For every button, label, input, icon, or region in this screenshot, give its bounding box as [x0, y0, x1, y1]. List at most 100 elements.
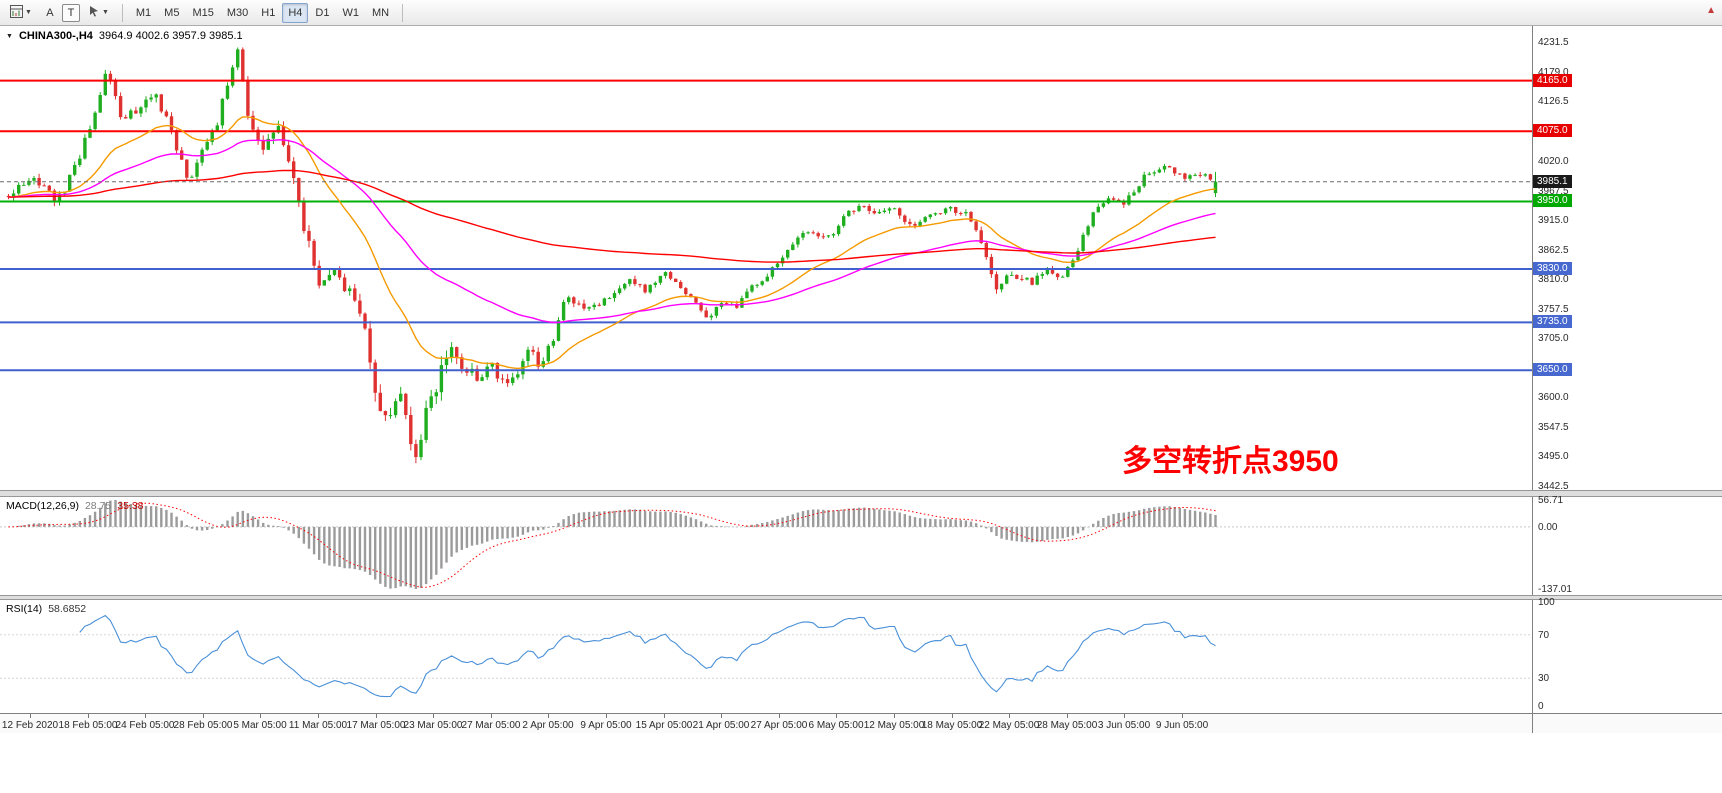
- rsi-axis-label: 100: [1538, 597, 1555, 608]
- rsi-axis-label: 70: [1538, 630, 1550, 641]
- macd-chart[interactable]: [0, 497, 1532, 595]
- cursor-icon: [88, 5, 100, 20]
- time-axis-label: 12 May 05:00: [863, 720, 925, 731]
- time-axis-tick: [260, 714, 261, 718]
- timeframe-button-m15[interactable]: M15: [192, 6, 214, 19]
- time-axis-tick: [1124, 714, 1125, 718]
- price-axis[interactable]: 4231.5 4179.0 4126.5 4020.0 3967.5 3915.0 3862…: [1532, 26, 1722, 492]
- rsi-axis-label: 30: [1538, 673, 1550, 684]
- chart-annotation: 多空转折点3950: [1122, 445, 1339, 478]
- price-tag-3950.0: 3950.0: [1533, 194, 1572, 207]
- alert-icon[interactable]: ▲: [1706, 5, 1716, 16]
- time-axis-tick: [433, 714, 434, 718]
- chart-window-icon: [10, 4, 23, 21]
- time-axis-label: 22 May 05:00: [978, 720, 1040, 731]
- timeframe-button-m1[interactable]: M1: [135, 6, 152, 19]
- collapse-arrow-icon[interactable]: ▼: [6, 32, 13, 40]
- time-axis-label: 12 Feb 2020: [1, 720, 59, 731]
- letter-a-label: A: [46, 6, 54, 19]
- annotate-text-button[interactable]: A: [40, 3, 60, 23]
- text-tool-button[interactable]: T: [61, 3, 80, 22]
- candlestick-chart[interactable]: [0, 26, 1532, 490]
- time-axis-tick: [606, 714, 607, 718]
- price-tag-3985.1: 3985.1: [1533, 175, 1572, 188]
- chart-window-button[interactable]: ▼: [4, 3, 38, 23]
- ohlc-values: 3964.9 4002.6 3957.9 3985.1: [98, 30, 243, 42]
- time-axis-tick: [1182, 714, 1183, 718]
- price-tag-3735.0: 3735.0: [1533, 315, 1572, 328]
- price-axis-label: 3915.0: [1538, 215, 1569, 226]
- panel-separator[interactable]: [0, 595, 1722, 600]
- time-axis-tick: [88, 714, 89, 718]
- timeframe-button-h1[interactable]: H1: [261, 6, 276, 19]
- macd-axis-label: 0.00: [1538, 522, 1558, 533]
- macd-axis-label: 56.71: [1538, 495, 1564, 506]
- rsi-axis[interactable]: 100 70 30 0: [1532, 597, 1722, 713]
- time-axis-label: 17 Mar 05:00: [346, 720, 406, 731]
- timeframe-button-mn[interactable]: MN: [371, 6, 390, 19]
- timeframe-button-m30[interactable]: M30: [226, 6, 249, 19]
- toolbar-separator: [121, 3, 123, 22]
- macd-axis[interactable]: 56.71 0.00 -137.01: [1532, 495, 1722, 595]
- timeframe-group: M1 M5 M15 M30 H1 H4 D1 W1 MN: [130, 2, 395, 23]
- symbol-name: CHINA300-,H4: [18, 30, 93, 42]
- rsi-panel: RSI(14) 58.6852 100 70 30 0: [0, 597, 1722, 713]
- letter-t-label: T: [67, 6, 75, 19]
- price-axis-label: 3757.5: [1538, 304, 1569, 315]
- timeframe-button-m5[interactable]: M5: [164, 6, 180, 19]
- price-axis-label: 3705.0: [1538, 333, 1569, 344]
- macd-signal-value: 35.38: [117, 500, 144, 512]
- time-axis-label: 21 Apr 05:00: [692, 720, 750, 731]
- time-axis-tick: [894, 714, 895, 718]
- time-axis-tick: [664, 714, 665, 718]
- price-axis-label: 3495.0: [1538, 451, 1569, 462]
- time-axis-label: 11 Mar 05:00: [288, 720, 348, 731]
- time-axis-label: 28 Feb 05:00: [173, 720, 233, 731]
- panel-separator[interactable]: [0, 490, 1722, 497]
- price-axis-label: 4020.0: [1538, 156, 1569, 167]
- time-axis-label: 2 Apr 05:00: [522, 720, 574, 731]
- price-axis-label: 4231.5: [1538, 37, 1569, 48]
- time-axis-label: 6 May 05:00: [808, 720, 864, 731]
- main-toolbar: ▼ A T ▼ M1 M5 M15 M30 H1 H4 D1 W1 MN ▲: [0, 0, 1722, 26]
- rsi-axis-label: 0: [1538, 701, 1544, 712]
- price-axis-label: 4179.0: [1538, 67, 1569, 78]
- price-tag-3830.0: 3830.0: [1533, 262, 1572, 275]
- macd-axis-label: -137.01: [1538, 584, 1572, 595]
- timeframe-button-h4[interactable]: H4: [282, 2, 309, 23]
- time-axis-label: 27 Apr 05:00: [750, 720, 808, 731]
- time-axis[interactable]: 12 Feb 2020 18 Feb 05:00 24 Feb 05:00 28 Fe…: [0, 713, 1722, 733]
- timeframe-button-d1[interactable]: D1: [315, 6, 330, 19]
- rsi-chart[interactable]: [0, 600, 1532, 713]
- cursor-tool-button[interactable]: ▼: [82, 3, 115, 23]
- chart-title: ▼ CHINA300-,H4 3964.9 4002.6 3957.9 3985…: [6, 30, 243, 42]
- time-axis-tick: [318, 714, 319, 718]
- time-axis-tick: [376, 714, 377, 718]
- time-axis-tick: [1009, 714, 1010, 718]
- time-axis-label: 9 Jun 05:00: [1155, 720, 1209, 731]
- price-tag-4165.0: 4165.0: [1533, 74, 1572, 87]
- rsi-name: RSI(14): [6, 603, 43, 615]
- time-axis-tick: [779, 714, 780, 718]
- time-axis-label: 15 Apr 05:00: [635, 720, 693, 731]
- timeframe-button-w1[interactable]: W1: [342, 6, 359, 19]
- price-axis-label: 3547.5: [1538, 422, 1569, 433]
- chevron-down-icon: ▼: [101, 9, 109, 16]
- time-axis-label: 18 May 05:00: [921, 720, 983, 731]
- time-axis-label: 3 Jun 05:00: [1097, 720, 1151, 731]
- rsi-label: RSI(14) 58.6852: [6, 603, 86, 615]
- time-axis-label: 9 Apr 05:00: [580, 720, 632, 731]
- time-axis-tick: [203, 714, 204, 718]
- macd-main-value: 28.75: [84, 500, 112, 512]
- time-axis-tick: [30, 714, 31, 718]
- time-axis-tick: [548, 714, 549, 718]
- main-chart-panel: ▼ CHINA300-,H4 3964.9 4002.6 3957.9 3985…: [0, 26, 1722, 492]
- time-axis-tick: [952, 714, 953, 718]
- macd-label: MACD(12,26,9) 28.75 35.38: [6, 500, 144, 512]
- toolbar-separator: [402, 3, 404, 22]
- time-axis-tick: [721, 714, 722, 718]
- price-axis-label: 3442.5: [1538, 481, 1569, 492]
- time-axis-label: 28 May 05:00: [1036, 720, 1098, 731]
- time-axis-label: 5 Mar 05:00: [233, 720, 287, 731]
- time-axis-label: 27 Mar 05:00: [461, 720, 521, 731]
